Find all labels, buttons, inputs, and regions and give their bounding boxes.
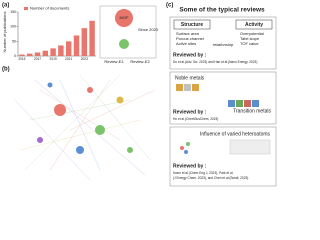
bar (58, 45, 64, 56)
bar (42, 50, 49, 56)
network (14, 74, 156, 181)
bar (81, 28, 88, 56)
inset-label: Review-E1 (104, 59, 124, 64)
label: Influence of varied heteroatoms (200, 131, 271, 137)
x-tick-label: 2017 (34, 57, 41, 61)
item: Surface area (176, 31, 200, 36)
y-axis-label: Number of publications (2, 12, 7, 53)
inset-circle (115, 9, 133, 27)
box (173, 19, 211, 30)
panel-label: (c) (166, 3, 173, 9)
x-tick-label: 2019 (50, 57, 57, 61)
bar (73, 35, 80, 56)
inset-big: MOF (120, 15, 129, 20)
molecule (180, 139, 271, 155)
reviewed-by: Reviewed by : (173, 52, 207, 58)
x-tick-label: 2021 (65, 57, 72, 61)
bar (19, 54, 25, 56)
item: Active sites (176, 41, 196, 46)
reference: Hu et al.(ChemSusChem, 2023) (173, 117, 218, 121)
reference: Kwon et al.(Chem Eng J, 2023), Park et a… (173, 171, 234, 175)
inset-frame (99, 5, 157, 59)
reference: Du et al.(Adv. Sci. 2023) and Han et al.… (173, 60, 257, 64)
reviewed-by: Reviewed by : (173, 163, 207, 169)
item: TOF value (240, 41, 259, 46)
legend-swatch (24, 7, 28, 10)
box (169, 126, 277, 187)
box (169, 16, 277, 70)
label: Structure (181, 22, 203, 28)
bar (65, 41, 72, 56)
item: Tafel slope (240, 36, 260, 41)
figure: (a) (b) (c) Number of publications Numbe… (2, 3, 277, 187)
label: Activity (245, 22, 263, 28)
box (169, 71, 277, 125)
reviewed-by: Reviewed by : (173, 109, 207, 115)
label: relationship (213, 42, 234, 47)
y-tick-label: 50 (12, 39, 16, 43)
reviews-title: Some of the typical reviews (179, 7, 265, 14)
label: Noble metals (175, 75, 205, 81)
box (235, 19, 273, 30)
panel-label: (a) (2, 3, 9, 9)
label: Transition metals (233, 108, 271, 114)
legend-label: Number of documents (30, 6, 69, 11)
inset-note: Since 2023 (138, 27, 159, 32)
reference: (J Energy Chem, 2023), and Chen et al.(S… (173, 176, 248, 180)
panel-label: (b) (2, 67, 10, 73)
x-tick-label: 2015 (18, 57, 25, 61)
bar (34, 52, 41, 56)
bar (89, 20, 95, 56)
network-nodes (37, 82, 133, 154)
x-tick-label: 2023 (81, 57, 88, 61)
bar (50, 48, 56, 56)
inset-label: Review-E2 (130, 59, 150, 64)
y-tick-label: 100 (10, 25, 16, 29)
periodic-tiles (176, 84, 259, 107)
bar (26, 53, 33, 56)
item: Porous channel (176, 36, 204, 41)
inset-circle (119, 39, 129, 49)
y-tick-label: 150 (10, 10, 16, 14)
item: Overpotential (240, 31, 264, 36)
y-tick-label: 0 (14, 54, 16, 58)
